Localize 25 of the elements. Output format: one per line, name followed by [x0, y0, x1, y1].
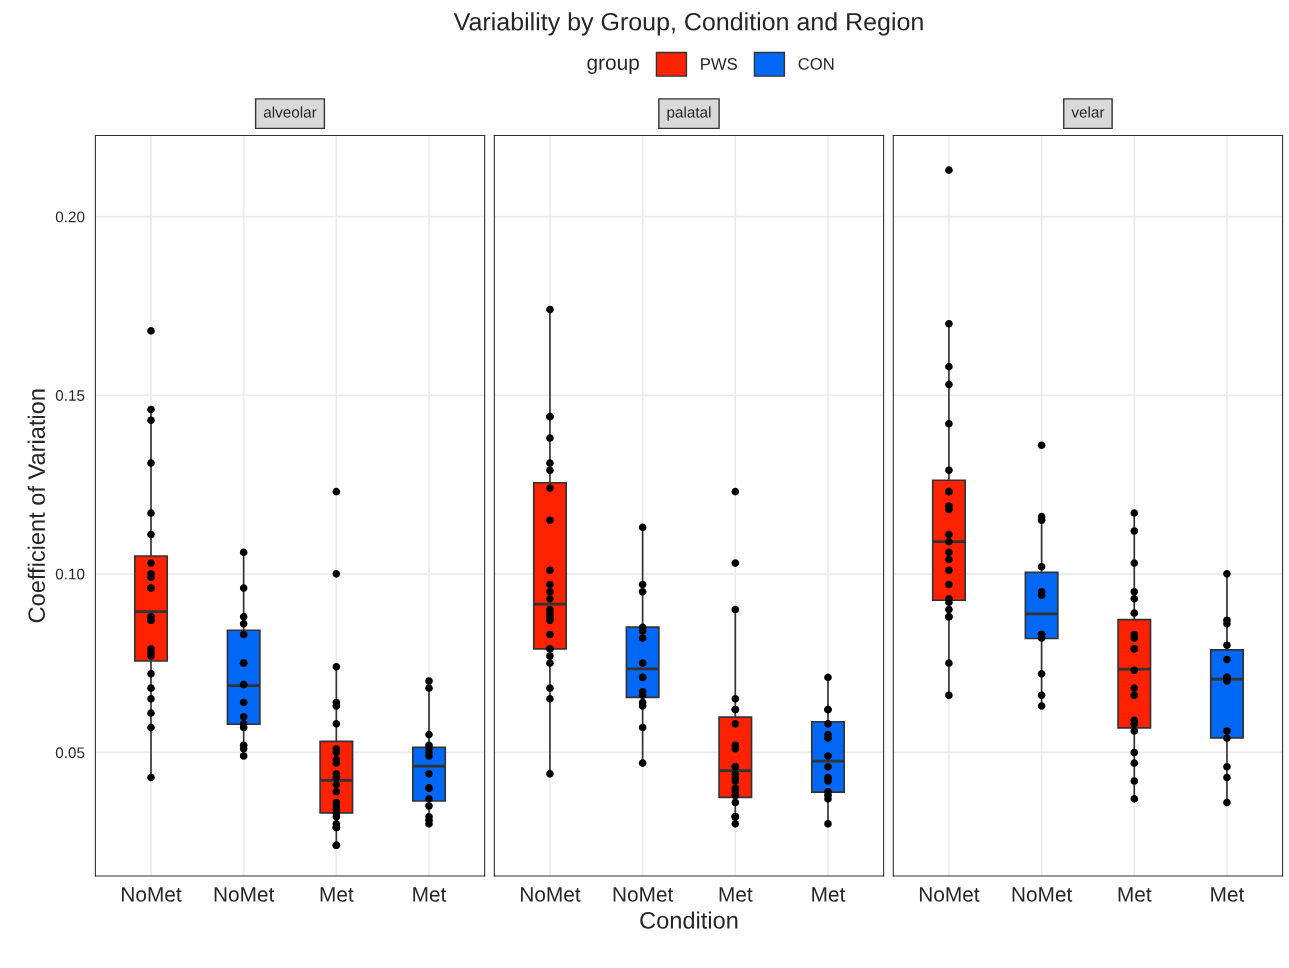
chart-subtitle: alveolar	[263, 106, 317, 118]
chart-subtitle: palatal	[667, 106, 711, 121]
y-tick-label: 0.15	[55, 390, 85, 401]
legend-label: PWS	[701, 58, 737, 70]
y-tick-label: 0.05	[55, 747, 85, 759]
x-tick-label: NoMet	[214, 887, 275, 902]
x-tick-label: NoMet	[122, 887, 182, 902]
x-tick-label: Met	[1118, 887, 1152, 902]
x-axis-title: Condition	[640, 911, 738, 929]
y-axis-title: Coefficient of Variation	[27, 389, 46, 623]
x-tick-label: NoMet	[520, 887, 581, 902]
chart-title: Variability by Group, Condition and Region	[453, 12, 923, 36]
x-tick-label: Met	[812, 887, 846, 902]
x-tick-label: Met	[320, 887, 354, 902]
x-tick-label: Met	[413, 887, 447, 902]
y-tick-label: 0.10	[55, 568, 85, 580]
y-tick-label: 0.20	[55, 211, 85, 223]
x-tick-label: NoMet	[919, 887, 980, 902]
chart-subtitle: velar	[1071, 106, 1105, 118]
legend-title: group	[587, 58, 639, 74]
x-tick-label: Met	[1211, 887, 1245, 902]
x-tick-label: NoMet	[1012, 887, 1073, 902]
legend-label: CON	[798, 58, 834, 70]
x-tick-label: Met	[719, 887, 753, 902]
x-tick-label: NoMet	[613, 887, 674, 902]
